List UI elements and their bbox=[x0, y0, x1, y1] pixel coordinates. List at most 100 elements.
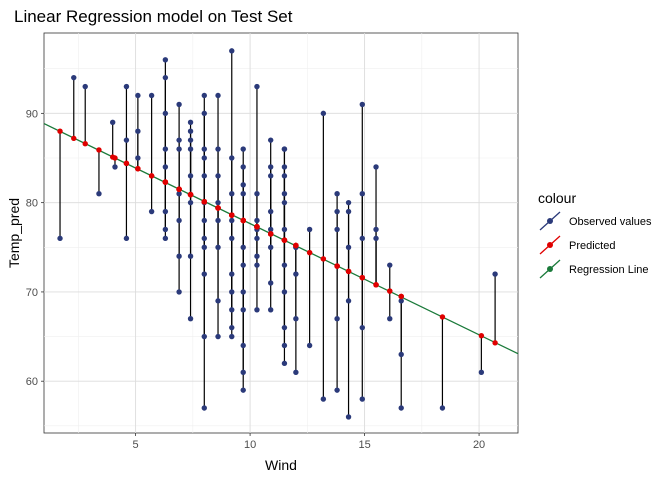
grid-major bbox=[44, 33, 518, 433]
predicted-point bbox=[201, 199, 207, 205]
predicted-point bbox=[281, 237, 288, 243]
observed-point bbox=[162, 235, 169, 242]
observed-point bbox=[359, 396, 365, 402]
observed-points bbox=[57, 48, 498, 420]
observed-point bbox=[293, 316, 299, 322]
observed-point bbox=[96, 191, 102, 197]
predicted-point bbox=[345, 268, 352, 275]
observed-point bbox=[176, 146, 182, 152]
legend-key-point bbox=[547, 266, 553, 272]
observed-point bbox=[345, 208, 352, 215]
y-axis-ticks: 60 70 80 90 bbox=[26, 108, 44, 388]
observed-point bbox=[359, 235, 365, 242]
observed-point bbox=[267, 280, 274, 286]
predicted-point bbox=[492, 340, 498, 346]
predicted-point bbox=[359, 274, 365, 281]
observed-point bbox=[281, 173, 288, 179]
observed-point bbox=[187, 119, 194, 125]
predicted-point bbox=[254, 224, 260, 230]
observed-point bbox=[176, 191, 182, 197]
observed-point bbox=[478, 369, 485, 375]
observed-point bbox=[240, 146, 246, 152]
observed-point bbox=[187, 146, 194, 152]
observed-point bbox=[373, 235, 379, 242]
legend-item-label: Observed values bbox=[569, 216, 652, 228]
legend-items: Observed values Predicted Regression Line bbox=[539, 211, 652, 279]
legend-item-label: Predicted bbox=[569, 240, 615, 252]
observed-point bbox=[201, 235, 207, 242]
observed-point bbox=[267, 208, 274, 215]
observed-point bbox=[293, 271, 299, 277]
observed-point bbox=[398, 298, 404, 304]
observed-point bbox=[281, 324, 288, 331]
predicted-point bbox=[293, 242, 299, 249]
observed-point bbox=[306, 342, 313, 349]
legend: colour Observed values Predicted Regressio… bbox=[538, 190, 652, 279]
predicted-point bbox=[267, 231, 274, 237]
observed-point bbox=[267, 307, 274, 313]
observed-point bbox=[254, 83, 260, 90]
observed-point bbox=[240, 289, 246, 295]
observed-point bbox=[254, 191, 260, 197]
y-tick-label: 90 bbox=[26, 108, 38, 120]
observed-point bbox=[345, 199, 352, 206]
predicted-point bbox=[96, 147, 102, 153]
predicted-point bbox=[112, 155, 118, 161]
predicted-point bbox=[57, 128, 63, 134]
observed-point bbox=[267, 226, 274, 233]
y-tick-label: 70 bbox=[26, 287, 38, 299]
observed-point bbox=[281, 191, 288, 197]
observed-point bbox=[201, 110, 207, 117]
predicted-point bbox=[176, 186, 182, 192]
observed-point bbox=[71, 74, 77, 81]
observed-point bbox=[387, 316, 393, 322]
predicted-point bbox=[82, 141, 88, 147]
predicted-point bbox=[71, 135, 77, 142]
y-tick-label: 80 bbox=[26, 198, 38, 210]
observed-point bbox=[281, 199, 288, 206]
observed-point bbox=[334, 387, 340, 393]
observed-point bbox=[334, 316, 340, 322]
observed-point bbox=[267, 164, 274, 170]
observed-point bbox=[201, 333, 207, 340]
observed-point bbox=[215, 92, 221, 99]
observed-point bbox=[240, 191, 246, 197]
predicted-point bbox=[162, 179, 169, 185]
predicted-point bbox=[478, 332, 485, 339]
observed-point bbox=[281, 360, 288, 367]
regression-line bbox=[43, 122, 519, 355]
observed-point bbox=[254, 307, 260, 313]
observed-point bbox=[240, 369, 246, 375]
observed-point bbox=[215, 173, 221, 179]
observed-point bbox=[373, 164, 379, 170]
observed-point bbox=[201, 155, 207, 161]
observed-point bbox=[281, 342, 288, 349]
observed-point bbox=[201, 217, 207, 224]
predicted-point bbox=[320, 256, 327, 262]
observed-point bbox=[334, 208, 340, 215]
observed-point bbox=[187, 199, 194, 206]
predicted-point bbox=[187, 191, 194, 198]
observed-point bbox=[240, 387, 246, 393]
predicted-point bbox=[148, 173, 155, 179]
observed-point bbox=[229, 289, 235, 295]
observed-point bbox=[201, 92, 207, 99]
predicted-points bbox=[57, 128, 498, 346]
observed-point bbox=[176, 101, 182, 108]
observed-point bbox=[201, 271, 207, 277]
observed-point bbox=[57, 235, 63, 242]
x-axis-ticks: 5 10 15 20 bbox=[133, 433, 485, 451]
y-tick-label: 60 bbox=[26, 376, 38, 388]
observed-point bbox=[345, 244, 352, 250]
observed-point bbox=[187, 253, 194, 259]
observed-point bbox=[492, 271, 498, 277]
observed-point bbox=[162, 110, 169, 117]
observed-point bbox=[229, 333, 235, 340]
chart-title: Linear Regression model on Test Set bbox=[14, 7, 293, 26]
observed-point bbox=[135, 155, 141, 161]
observed-point bbox=[135, 92, 141, 99]
observed-point bbox=[229, 48, 235, 54]
legend-item-label: Regression Line bbox=[569, 264, 649, 276]
observed-point bbox=[201, 244, 207, 250]
